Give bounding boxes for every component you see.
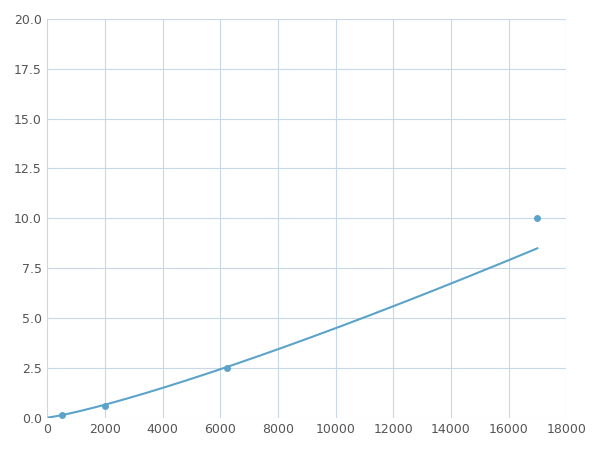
Point (57, 412, 67, 419)
Point (223, 364, 232, 371)
Point (100, 402, 110, 409)
Point (533, 215, 542, 222)
